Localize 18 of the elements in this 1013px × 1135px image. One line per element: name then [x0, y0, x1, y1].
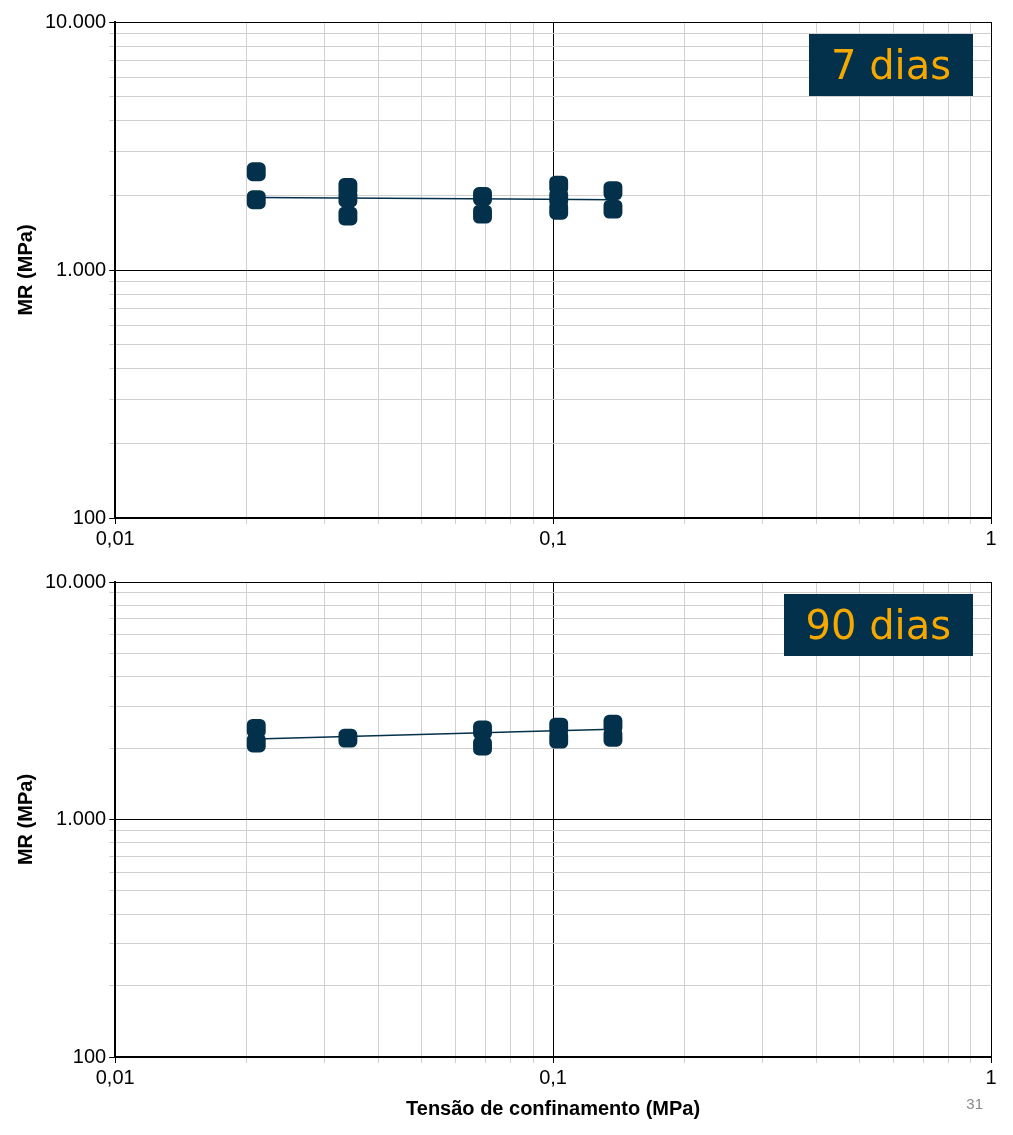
x-tick-label: 0,01 [95, 526, 135, 549]
x-tick-label: 1 [985, 1065, 997, 1088]
text: 31 [966, 1095, 983, 1112]
y-tick-label: 1.000 [56, 807, 107, 830]
y-tick-label: 10.000 [45, 569, 107, 592]
x-axis-title: Tensão de confinamento (MPa) [406, 1096, 701, 1119]
annotation: 7 dias [808, 34, 973, 96]
y-tick-label: 100 [72, 505, 107, 528]
x-tick-label: 1 [985, 526, 997, 549]
x-tick-label: 0,01 [95, 1065, 135, 1088]
y-tick-label: 1.000 [56, 257, 107, 280]
annotation: 90 dias [783, 594, 973, 656]
y-tick-label: 100 [72, 1044, 107, 1067]
y-axis-title: MR (MPa) [13, 224, 36, 316]
y-axis-title: MR (MPa) [13, 773, 36, 866]
x-tick-label: 0,1 [539, 1065, 567, 1088]
y-tick-label: 10.000 [45, 9, 107, 32]
x-tick-label: 0,1 [539, 526, 567, 549]
